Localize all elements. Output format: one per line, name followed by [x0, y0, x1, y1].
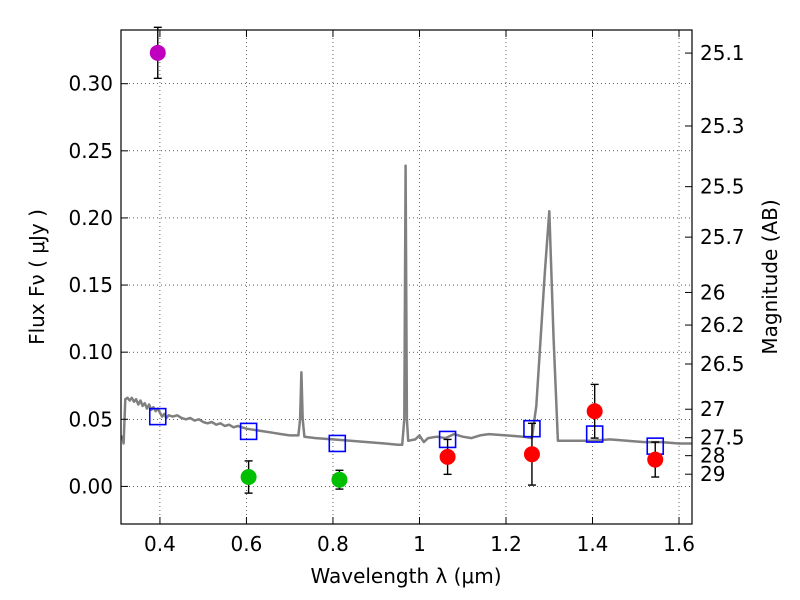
x-tick-label: 1	[413, 532, 426, 556]
magnitude-tick-label: 26.5	[700, 352, 745, 376]
observed-flux-point	[439, 448, 456, 465]
plot-frame	[120, 29, 693, 525]
model-photometry-square	[239, 422, 258, 441]
x-tick-label: 1.2	[490, 532, 522, 556]
magnitude-tick-label: 26.2	[700, 313, 745, 337]
x-tick-label: 0.4	[144, 532, 176, 556]
x-tick-label: 0.6	[231, 532, 263, 556]
observed-flux-point	[586, 403, 603, 420]
y-tick-label: 0.15	[68, 273, 113, 297]
x-tick-label: 1.4	[577, 532, 609, 556]
y-tick-label: 0.25	[68, 139, 113, 163]
magnitude-tick-label: 27	[700, 397, 725, 421]
y-axis-right-label: Magnitude (AB)	[758, 199, 782, 354]
magnitude-tick-label: 29	[700, 462, 725, 486]
y-tick-label: 0.10	[68, 340, 113, 364]
magnitude-tick-label: 25.1	[700, 41, 745, 65]
sed-line-layer	[121, 164, 692, 447]
model-photometry-square	[148, 407, 167, 426]
y-tick-label: 0.05	[68, 407, 113, 431]
marker-layer	[148, 26, 665, 494]
tick-layer: 0.4 0.6 0.8 1 1.2 1.4 1.6 0.00 0.05 0.10 0.15 0.20 0…	[68, 30, 745, 556]
model-photometry-square	[328, 434, 347, 453]
x-tick-label: 1.6	[663, 532, 695, 556]
observed-flux-point	[149, 44, 166, 61]
x-tick-label: 0.8	[317, 532, 349, 556]
magnitude-tick-label: 26	[700, 280, 725, 304]
magnitude-tick-label: 28	[700, 444, 725, 468]
magnitude-tick-label: 25.5	[700, 175, 745, 199]
x-axis-label: Wavelength λ (μm)	[310, 564, 501, 588]
y-axis-label: Flux Fν ( μJy )	[25, 209, 49, 345]
y-tick-label: 0.20	[68, 206, 113, 230]
magnitude-tick-label: 27.5	[700, 426, 745, 450]
observed-flux-point	[523, 446, 540, 463]
sed-model-line	[121, 164, 692, 447]
observed-flux-point	[331, 471, 348, 488]
observed-flux-point	[647, 451, 664, 468]
observed-flux-point	[240, 469, 257, 486]
y-tick-label: 0.30	[68, 72, 113, 96]
magnitude-tick-label: 25.7	[700, 225, 745, 249]
y-tick-label: 0.00	[68, 474, 113, 498]
magnitude-tick-label: 25.3	[700, 114, 745, 138]
